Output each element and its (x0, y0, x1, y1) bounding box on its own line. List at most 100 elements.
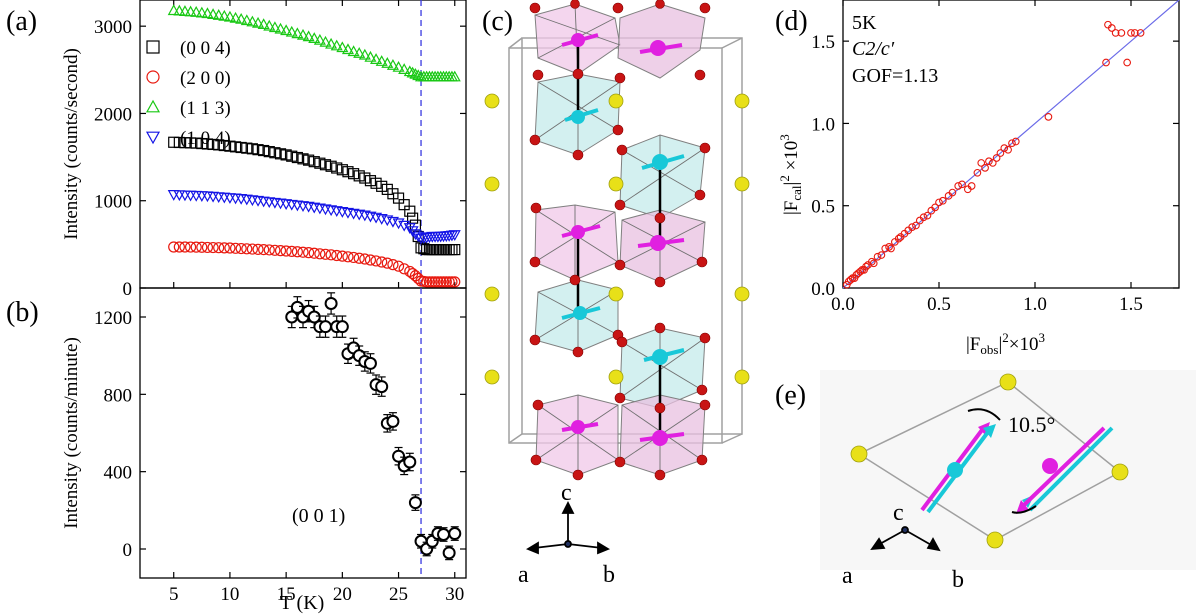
data-point (358, 48, 371, 60)
data-point (342, 251, 354, 263)
y-tick-label: 0 (123, 279, 133, 300)
data-point (286, 245, 298, 257)
panel-e-label: (e) (775, 380, 806, 411)
data-point (252, 243, 264, 255)
data-point (429, 276, 441, 288)
data-point (146, 70, 160, 84)
data-point (386, 414, 400, 428)
data-point (168, 136, 180, 148)
data-point (263, 146, 275, 158)
data-point (869, 259, 878, 268)
data-point (376, 180, 388, 192)
data-point (269, 147, 281, 159)
panel-c: (c) (482, 0, 750, 588)
data-point (412, 69, 425, 81)
panel-d-space-group: C2/c′ (852, 38, 895, 60)
data-point (318, 320, 332, 334)
data-point (241, 243, 253, 255)
data-point (392, 192, 405, 204)
data-point (330, 39, 343, 51)
data-point (406, 226, 419, 238)
panel-a-label: (a) (6, 6, 37, 37)
data-point (353, 252, 365, 264)
data-point (877, 251, 886, 259)
data-point (303, 154, 315, 166)
data-point (196, 137, 208, 150)
data-point (954, 182, 963, 190)
data-point (313, 33, 326, 45)
data-point (408, 496, 422, 510)
panel-d-ticks: 0.0 0.5 1.0 1.5 0.0 0.5 1.0 1.5 (811, 0, 1179, 315)
data-point (302, 30, 315, 42)
data-point (421, 276, 433, 288)
data-point (218, 242, 230, 254)
x-tick-label: 25 (389, 584, 408, 605)
data-point (173, 241, 185, 253)
data-point (386, 59, 399, 70)
data-point (1102, 58, 1110, 67)
data-point (958, 180, 966, 189)
panel-b-xlabel: T (K) (280, 592, 325, 614)
data-point (1044, 112, 1053, 121)
data-point (291, 246, 303, 258)
data-point (179, 137, 191, 149)
axis-label-a: a (518, 562, 529, 588)
data-point (406, 66, 419, 78)
data-point (335, 320, 349, 334)
data-point (977, 159, 986, 167)
data-point (392, 60, 405, 72)
panel-e-angle-arrows (967, 408, 1037, 514)
axes-triad-e (870, 526, 941, 552)
data-point (353, 47, 366, 58)
data-point (443, 276, 455, 288)
y-tick-label: 400 (104, 463, 133, 484)
data-point (325, 249, 337, 261)
data-point (364, 50, 377, 62)
data-point (1136, 29, 1145, 37)
data-point (291, 27, 304, 39)
data-point (274, 22, 287, 34)
data-point (167, 4, 180, 16)
data-point (308, 32, 321, 44)
data-point (319, 159, 332, 171)
data-point (423, 276, 436, 288)
data-point (168, 241, 180, 253)
data-point (296, 28, 310, 40)
data-point (263, 19, 276, 31)
data-point (336, 164, 348, 176)
data-point (173, 4, 186, 16)
data-point (856, 267, 865, 276)
panel-d-frame (842, 0, 1180, 289)
data-point (440, 276, 452, 288)
data-point (398, 263, 410, 275)
data-point (912, 221, 920, 230)
y-tick-label: 800 (104, 385, 133, 406)
panel-a-y-ticks: 0 1000 2000 3000 (94, 0, 466, 300)
data-point (375, 380, 389, 394)
data-point (207, 8, 220, 19)
x-tick-label: 20 (333, 584, 352, 605)
yellow-atoms (484, 93, 750, 385)
data-point (1008, 139, 1016, 148)
data-point (342, 166, 354, 178)
data-point (258, 144, 270, 157)
data-point (364, 254, 377, 266)
panel-d-xlabel: |Fobs|2×103 (966, 330, 1045, 357)
data-point (286, 150, 298, 162)
y-tick-label: 2000 (94, 104, 132, 125)
data-point (280, 245, 292, 257)
y-tick-label: 0 (123, 540, 133, 561)
data-point (246, 243, 259, 255)
data-point (375, 55, 388, 66)
data-point (173, 136, 185, 149)
data-point (252, 144, 264, 156)
data-point (223, 10, 236, 22)
data-point (212, 9, 225, 20)
data-point (353, 170, 365, 182)
data-point (196, 241, 208, 253)
data-point (201, 138, 214, 150)
data-point (224, 242, 236, 254)
data-point (435, 276, 447, 288)
data-point (190, 137, 202, 149)
y-tick-label: 3000 (94, 17, 132, 38)
